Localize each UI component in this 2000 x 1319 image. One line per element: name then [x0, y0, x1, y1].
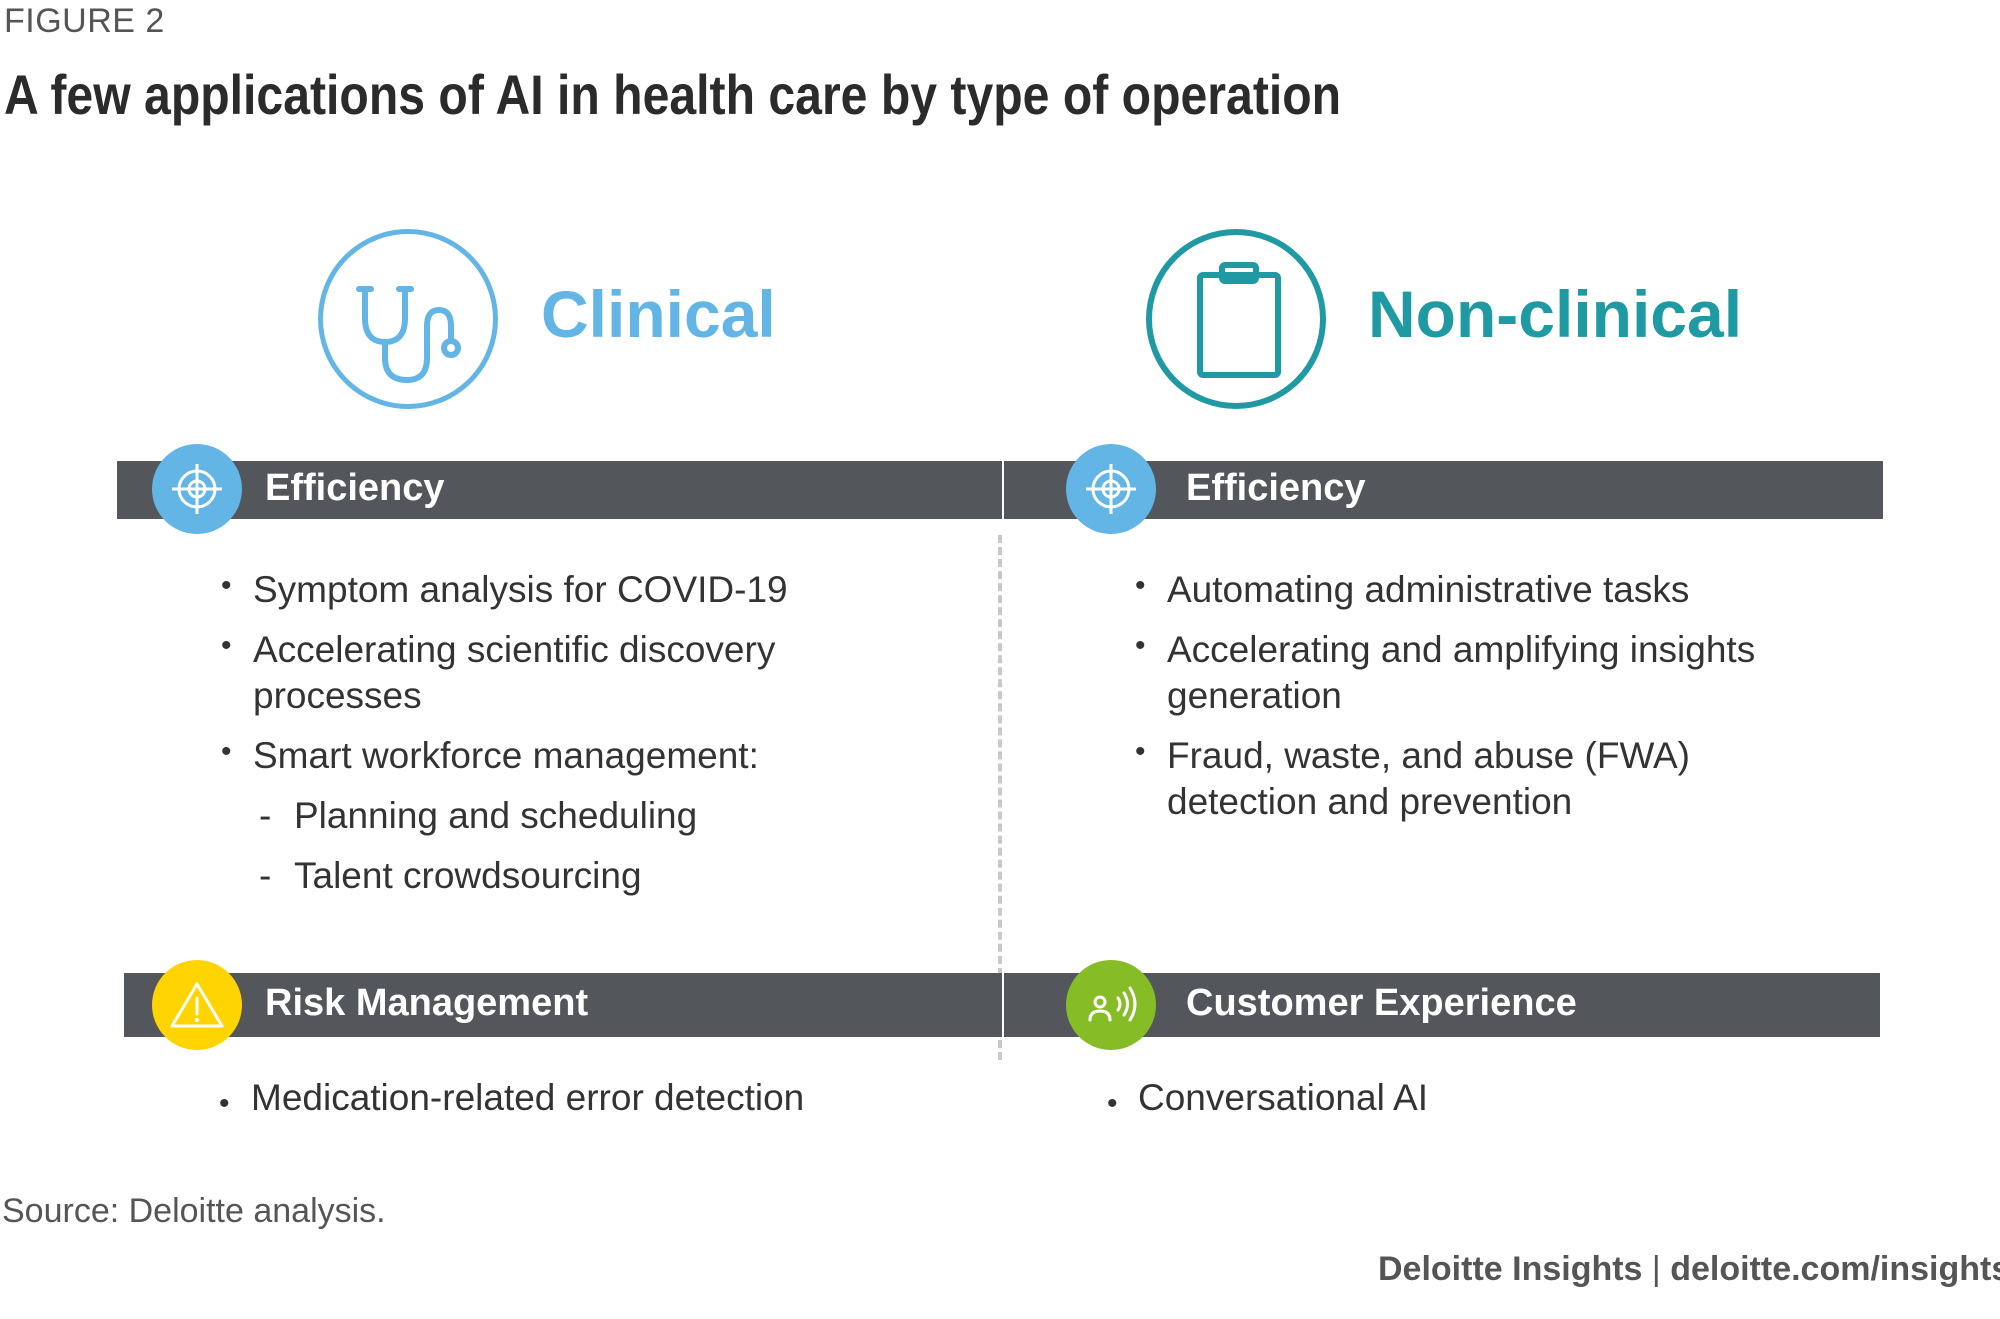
risk-management-bar: Risk Management [124, 973, 1002, 1037]
source-note: Source: Deloitte analysis. [2, 1192, 386, 1230]
bullet: • [221, 629, 232, 662]
bullet: • [219, 1087, 230, 1120]
clinical-efficiency-label: Efficiency [265, 467, 445, 509]
customer-experience-label: Customer Experience [1186, 982, 1577, 1024]
stethoscope-icon [318, 229, 498, 409]
dash: - [259, 855, 272, 896]
list-subitem: Talent crowdsourcing [294, 855, 642, 896]
risk-management-label: Risk Management [265, 982, 589, 1024]
bullet: • [221, 569, 232, 602]
figure-label: FIGURE 2 [4, 2, 165, 40]
bullet: • [1135, 735, 1146, 768]
dash: - [259, 795, 272, 836]
credit-line: Deloitte Insights | deloitte.com/insight… [1378, 1250, 2000, 1289]
bullet: • [221, 735, 232, 768]
warning-icon [152, 960, 242, 1050]
clipboard-icon [1146, 229, 1326, 409]
list-item: Automating administrative tasks [1167, 569, 1690, 610]
list-item: processes [253, 675, 422, 716]
list-subitem: Planning and scheduling [294, 795, 698, 836]
clinical-title: Clinical [541, 277, 776, 351]
list-item: generation [1167, 675, 1342, 716]
list-item: Accelerating scientific discovery [253, 629, 776, 670]
bullet: • [1107, 1087, 1118, 1120]
list-item: detection and prevention [1167, 781, 1573, 822]
credit-url: deloitte.com/insights [1670, 1250, 2000, 1288]
list-item: Accelerating and amplifying insights [1167, 629, 1756, 670]
column-divider [998, 535, 1002, 1060]
nonclinical-title: Non-clinical [1368, 277, 1743, 351]
credit-brand: Deloitte Insights [1378, 1250, 1643, 1288]
voice-assistant-icon [1066, 960, 1156, 1050]
target-icon [152, 444, 242, 534]
bullet: • [1135, 629, 1146, 662]
list-item: Symptom analysis for COVID-19 [253, 569, 788, 610]
credit-separator: | [1651, 1250, 1661, 1288]
list-item: Conversational AI [1138, 1077, 1429, 1118]
target-icon [1066, 444, 1156, 534]
clinical-efficiency-bar: Efficiency [117, 461, 1002, 519]
figure-title: A few applications of AI in health care … [4, 63, 1342, 126]
nonclinical-efficiency-label: Efficiency [1186, 467, 1366, 509]
bullet: • [1135, 569, 1146, 602]
list-item: Medication-related error detection [251, 1077, 805, 1118]
list-item: Smart workforce management: [253, 735, 759, 776]
list-item: Fraud, waste, and abuse (FWA) [1167, 735, 1691, 776]
